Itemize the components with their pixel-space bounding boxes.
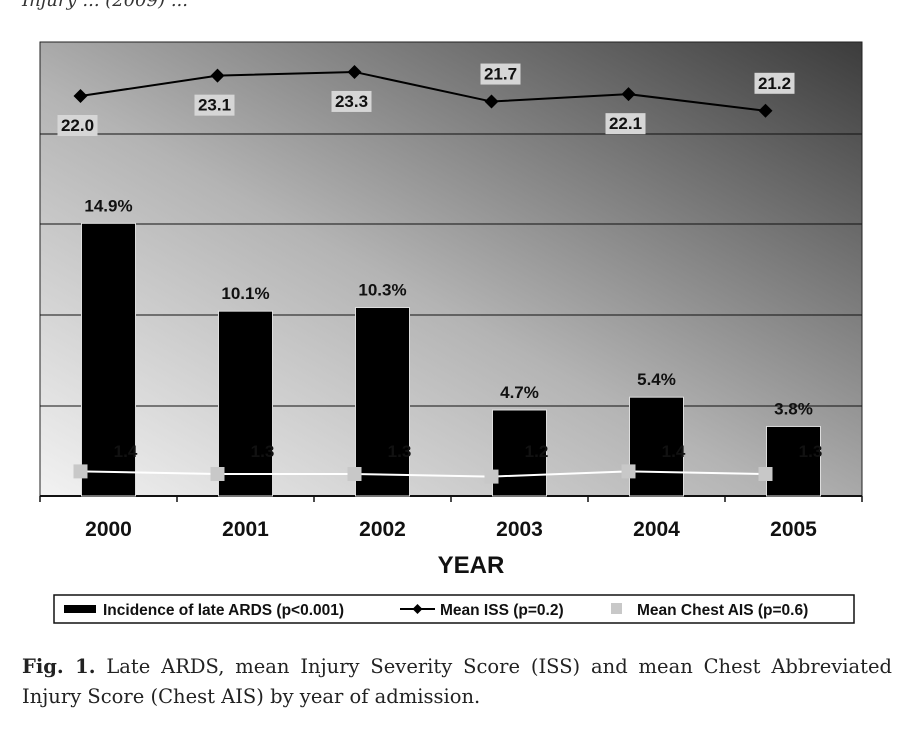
legend: Incidence of late ARDS (p<0.001) Mean IS… (53, 594, 855, 624)
bar-2005 (766, 425, 821, 497)
ais-label-2002: 1.3 (388, 442, 412, 461)
legend-swatch-ards (64, 605, 96, 613)
iss-line (80, 70, 766, 112)
iss-marker-2001 (210, 68, 225, 83)
bar-label-2004: 5.4% (637, 370, 676, 389)
caption-text: Late ARDS, mean Injury Severity Score (I… (22, 655, 892, 708)
iss-label-bg-2005 (754, 72, 795, 94)
legend-box (53, 594, 855, 624)
bar-labels: 14.9% 10.1% 10.3% 4.7% 5.4% 3.8% (84, 196, 812, 418)
bar-series (81, 222, 821, 497)
x-tick-label-2000: 2000 (85, 518, 132, 541)
x-axis-ticks (39, 496, 863, 502)
iss-marker-2005 (758, 103, 773, 118)
page-header-fragment: Injury ... (2009) ... (22, 0, 188, 11)
x-tick-label-2004: 2004 (633, 518, 680, 541)
ais-line (80, 470, 766, 478)
ais-label-2000: 1.4 (114, 442, 138, 461)
iss-label-bg-2002 (331, 90, 372, 112)
ais-marker-2004 (621, 464, 636, 479)
iss-marker-2004 (621, 87, 636, 102)
x-tick-label-2005: 2005 (770, 518, 817, 541)
gridlines (40, 133, 862, 407)
iss-label-2003: 21.7 (484, 65, 517, 84)
iss-label-bg-2000 (57, 115, 98, 136)
figure-caption: Fig. 1. Late ARDS, mean Injury Severity … (22, 652, 892, 712)
bar-label-2002: 10.3% (358, 281, 406, 300)
ais-marker-2000 (73, 464, 88, 479)
legend-label-iss: Mean ISS (p=0.2) (440, 602, 564, 619)
legend-swatch-ais (611, 603, 622, 614)
x-tick-label-2003: 2003 (496, 518, 543, 541)
bar-2001 (218, 310, 273, 497)
plot-area (39, 41, 863, 497)
ais-label-2005: 1.3 (799, 442, 823, 461)
x-tick-labels: 2000 2001 2002 2003 2004 2005 (85, 518, 817, 541)
bar-2002 (355, 307, 410, 497)
iss-line-series: 22.0 23.1 23.3 21.7 22.1 21.2 (57, 63, 795, 136)
iss-label-2000: 22.0 (61, 116, 94, 135)
iss-marker-2000 (73, 89, 88, 103)
iss-label-2001: 23.1 (198, 96, 231, 115)
bar-label-2003: 4.7% (500, 383, 539, 402)
ais-marker-2005 (758, 467, 773, 481)
iss-marker-2002 (347, 64, 362, 79)
x-tick-label-2002: 2002 (359, 518, 406, 541)
bar-2004 (629, 396, 684, 497)
legend-swatch-iss-marker (412, 604, 423, 614)
legend-label-ards: Incidence of late ARDS (p<0.001) (103, 602, 344, 619)
caption-figure-label: Fig. 1. (22, 655, 96, 678)
x-tick-label-2001: 2001 (222, 518, 269, 541)
legend-label-ais: Mean Chest AIS (p=0.6) (637, 602, 808, 619)
ais-label-2004: 1.4 (662, 442, 686, 461)
bar-label-2000: 14.9% (84, 196, 132, 215)
ais-label-2001: 1.3 (251, 442, 275, 461)
ais-marker-2001 (210, 467, 225, 481)
iss-label-2005: 21.2 (758, 74, 791, 93)
ais-marker-2002 (347, 467, 362, 481)
iss-label-bg-2001 (194, 94, 235, 116)
bar-2000 (81, 222, 136, 497)
chart: 14.9% 10.1% 10.3% 4.7% 5.4% 3.8% 22.0 23.1 23.3… (39, 41, 863, 624)
bar-2003 (492, 409, 547, 497)
bar-label-2001: 10.1% (221, 284, 269, 303)
iss-marker-2003 (484, 94, 499, 109)
ais-label-2003: 1.2 (525, 442, 549, 461)
x-axis-title: YEAR (438, 552, 505, 579)
ais-line-series: 1.4 1.3 1.3 1.2 1.4 1.3 (73, 442, 823, 484)
iss-label-2004: 22.1 (609, 114, 642, 133)
bar-label-2005: 3.8% (774, 399, 813, 418)
iss-label-bg-2004 (605, 113, 646, 135)
iss-label-bg-2003 (480, 63, 521, 85)
ais-marker-2003 (484, 469, 499, 484)
iss-label-2002: 23.3 (335, 92, 368, 111)
